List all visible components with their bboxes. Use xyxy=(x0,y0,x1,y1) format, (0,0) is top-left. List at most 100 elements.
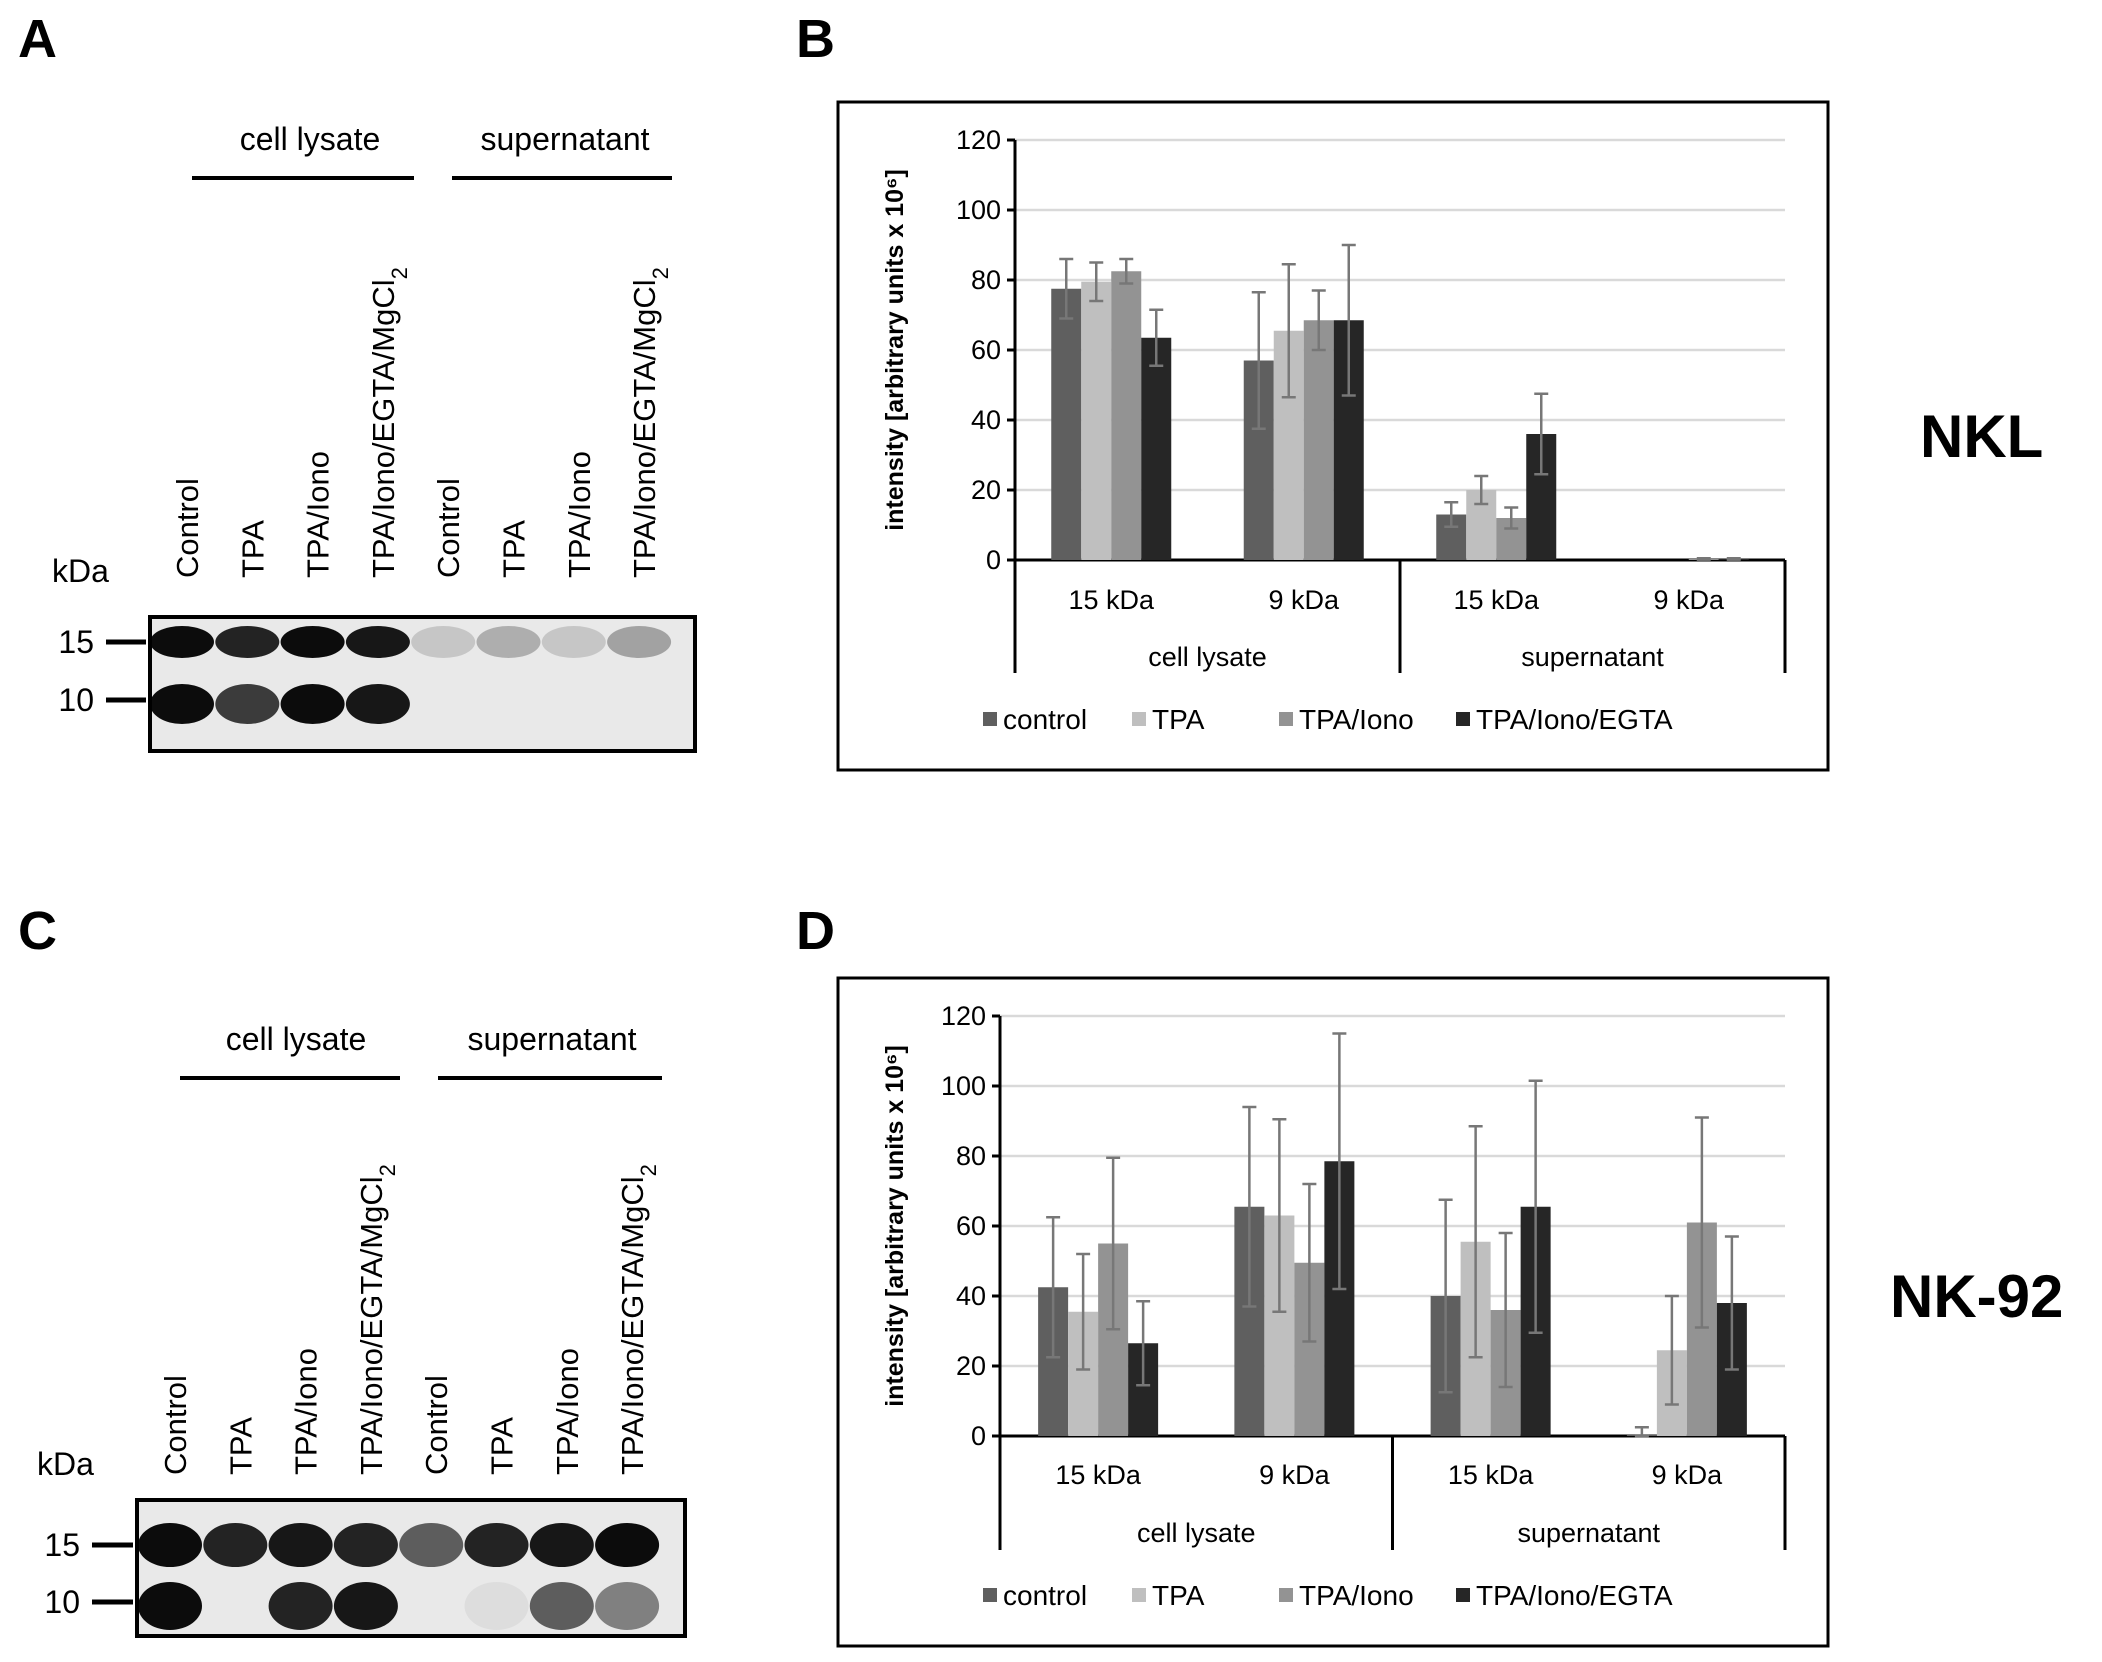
y-axis-label: intensity [arbitrary units x 10⁶] xyxy=(881,169,909,531)
blot-band-10kda xyxy=(215,684,280,724)
blot-band-15kda xyxy=(607,626,672,658)
y-tick-label: 20 xyxy=(956,1351,986,1381)
blot-band-10kda xyxy=(268,1582,333,1630)
blot-lane-label: TPA/Iono xyxy=(562,451,597,578)
legend-swatch xyxy=(1456,1588,1470,1602)
blot-lane-label: TPA/Iono/EGTA/MgCl2 xyxy=(366,267,412,578)
panel-letter-a: A xyxy=(18,9,57,69)
subscript: 2 xyxy=(648,267,673,279)
blot-band-10kda xyxy=(138,1582,202,1630)
blot-band-15kda xyxy=(529,1523,594,1567)
x-group-label: cell lysate xyxy=(1148,642,1267,672)
panel-letter-d: D xyxy=(796,901,835,961)
legend-swatch xyxy=(1279,1588,1293,1602)
chart-panel-b: 0 20 40 60 80 100 120 intensity [arbitrary unit… xyxy=(836,100,1830,772)
blot-band-15kda xyxy=(150,626,214,658)
blot-band-10kda xyxy=(595,1582,660,1630)
blot-lane-label: TPA/Iono/EGTA/MgCl2 xyxy=(354,1164,400,1475)
x-category-label: 9 kDa xyxy=(1268,585,1340,615)
x-category-label: 15 kDa xyxy=(1448,1460,1535,1490)
blot-kda-label: kDa xyxy=(52,553,109,589)
blot-lane-label: TPA/Iono xyxy=(550,1348,585,1475)
chart-frame xyxy=(836,976,1830,1648)
blot-band-15kda xyxy=(268,1523,333,1567)
blot-band-10kda xyxy=(529,1582,594,1630)
y-tick-label: 20 xyxy=(971,475,1001,505)
x-category-label: 9 kDa xyxy=(1653,585,1725,615)
legend-label: TPA/Iono xyxy=(1299,704,1414,735)
blot-lane-label: TPA/Iono xyxy=(289,1348,324,1475)
y-tick-label: 80 xyxy=(971,265,1001,295)
blot-band-15kda xyxy=(215,626,280,658)
y-tick-label: 0 xyxy=(971,1421,986,1451)
x-category-label: 15 kDa xyxy=(1055,1460,1142,1490)
y-tick-label: 120 xyxy=(941,1001,986,1031)
y-tick-label: 0 xyxy=(986,545,1001,575)
legend-label: control xyxy=(1003,1580,1087,1611)
blot-band-15kda xyxy=(411,626,476,658)
y-tick-label: 120 xyxy=(956,125,1001,155)
blot-lane-label: Control xyxy=(158,1375,193,1475)
x-group-label: supernatant xyxy=(1517,1518,1660,1548)
blot-lane-label: TPA xyxy=(485,1417,520,1475)
blot-marker-15: 15 xyxy=(58,624,94,660)
blot-lane-label: TPA/Iono/EGTA/MgCl2 xyxy=(627,267,673,578)
x-group-label: cell lysate xyxy=(1137,1518,1256,1548)
blot-lane-label: Control xyxy=(431,478,466,578)
bar-tpa-iono xyxy=(1111,271,1142,560)
blot-lane-label: TPA xyxy=(223,1417,258,1475)
legend-label: TPA/Iono xyxy=(1299,1580,1414,1611)
blot-lane-label: TPA xyxy=(235,520,270,578)
legend-label: TPA xyxy=(1152,1580,1205,1611)
blot-band-15kda xyxy=(476,626,541,658)
blot-band-15kda xyxy=(399,1523,464,1567)
blot-band-15kda xyxy=(345,626,410,658)
cell-line-label-nk92: NK-92 xyxy=(1890,1263,2064,1330)
blot-lane-label: TPA xyxy=(497,520,532,578)
cell-line-label-nkl: NKL xyxy=(1920,403,2044,470)
blot-group-label-supernatant: supernatant xyxy=(467,1021,636,1057)
legend-label: control xyxy=(1003,704,1087,735)
blot-band-10kda xyxy=(280,684,345,724)
y-tick-label: 80 xyxy=(956,1141,986,1171)
blot-band-15kda xyxy=(333,1523,398,1567)
blot-lane-label: Control xyxy=(419,1375,454,1475)
x-category-label: 9 kDa xyxy=(1652,1460,1724,1490)
blot-membrane xyxy=(148,615,697,753)
bar-tpa-iono xyxy=(1303,320,1334,560)
panel-letter-b: B xyxy=(796,9,835,69)
blot-band-15kda xyxy=(541,626,606,658)
x-category-label: 15 kDa xyxy=(1453,585,1540,615)
legend-label: TPA/Iono/EGTA xyxy=(1476,1580,1673,1611)
y-tick-label: 100 xyxy=(941,1071,986,1101)
chart-panel-d: 0 20 40 60 80 100 120 intensity [arbitrary unit… xyxy=(836,976,1830,1648)
blot-lane-label: Control xyxy=(170,478,205,578)
y-tick-label: 60 xyxy=(971,335,1001,365)
blot-band-15kda xyxy=(138,1523,202,1567)
blot-band-15kda xyxy=(464,1523,529,1567)
blot-group-label-cell-lysate: cell lysate xyxy=(226,1021,367,1057)
blot-lane-label: TPA/Iono/EGTA/MgCl2 xyxy=(615,1164,661,1475)
y-axis-label: intensity [arbitrary units x 10⁶] xyxy=(881,1045,909,1407)
panel-letter-c: C xyxy=(18,901,57,961)
blot-band-10kda xyxy=(150,684,214,724)
subscript: 2 xyxy=(386,267,411,279)
legend-label: TPA/Iono/EGTA xyxy=(1476,704,1673,735)
blot-membrane xyxy=(135,1498,687,1638)
blot-lane-label: TPA/Iono xyxy=(301,451,336,578)
subscript: 2 xyxy=(636,1164,661,1176)
y-tick-label: 100 xyxy=(956,195,1001,225)
blot-panel-nkl: cell lysate supernatant Control TPA TPA/Iono… xyxy=(52,121,697,753)
blot-band-10kda xyxy=(464,1582,529,1630)
x-group-label: supernatant xyxy=(1521,642,1664,672)
y-tick-label: 40 xyxy=(956,1281,986,1311)
blot-band-10kda xyxy=(345,684,410,724)
blot-band-15kda xyxy=(203,1523,268,1567)
subscript: 2 xyxy=(374,1164,399,1176)
blot-marker-10: 10 xyxy=(58,682,94,718)
bar-tpa-iono-egta xyxy=(1141,337,1172,560)
legend-swatch xyxy=(983,1588,997,1602)
blot-band-10kda xyxy=(333,1582,398,1630)
bar-tpa xyxy=(1081,281,1112,560)
